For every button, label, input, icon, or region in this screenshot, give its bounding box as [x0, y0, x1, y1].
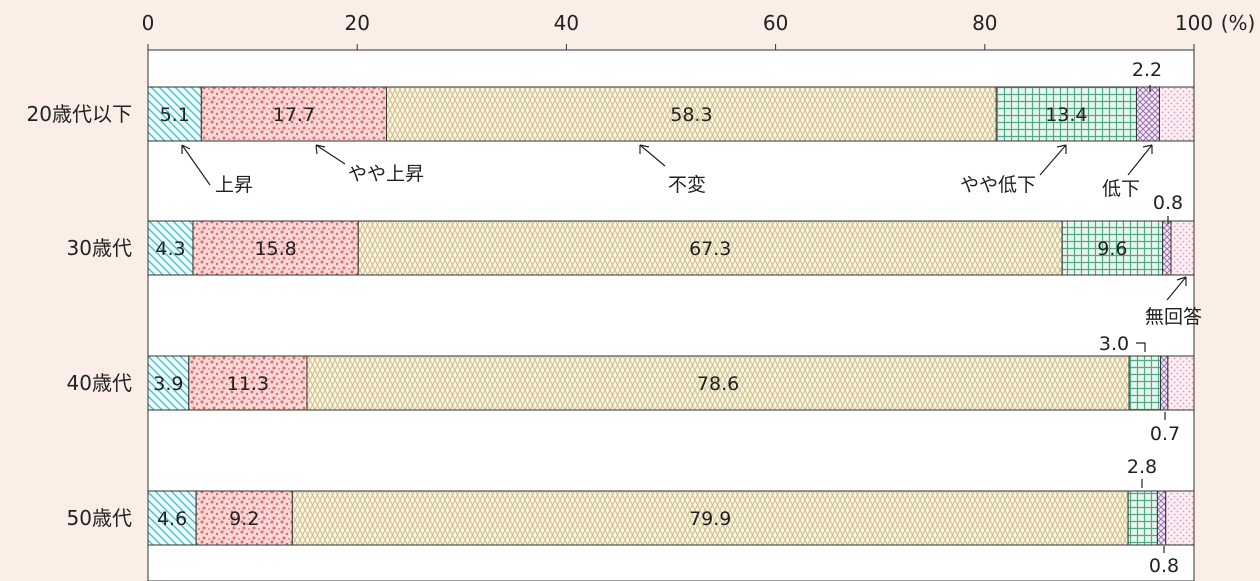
x-tick-label: 20: [344, 11, 369, 35]
bar-segment: [1167, 355, 1195, 411]
bar-segment: [1127, 490, 1158, 546]
bar-value-label: 79.9: [689, 508, 731, 530]
bar-segment: [147, 355, 190, 411]
bar-segment: [147, 220, 194, 276]
bar-segment: [1170, 220, 1195, 276]
x-tick-label: 80: [972, 11, 997, 35]
category-label: 50歳代: [67, 506, 132, 530]
bar-segment: [1128, 355, 1162, 411]
label-jousho: 上昇: [215, 174, 253, 196]
value-20-teika: 2.2: [1132, 59, 1162, 81]
bar-segment: [1162, 220, 1172, 276]
label-yaya-teika: やや低下: [960, 174, 1036, 196]
x-tick-label: 40: [554, 11, 579, 35]
bar-segment: [1165, 490, 1195, 546]
bar-segment: [306, 355, 1130, 411]
bar-value-label: 15.8: [254, 238, 296, 260]
value-50-teika: 0.8: [1149, 555, 1179, 577]
bar-value-label: 4.3: [155, 238, 185, 260]
bar-value-label: 11.3: [227, 373, 269, 395]
value-50-yaya-teika: 2.8: [1127, 456, 1157, 478]
bar-value-label: 9.2: [229, 508, 259, 530]
bar-segment: [1160, 355, 1169, 411]
bar-value-label: 13.4: [1045, 104, 1087, 126]
annotations: [181, 85, 1187, 553]
category-label: 20歳代以下: [27, 102, 132, 126]
bar-segment: [291, 490, 1129, 546]
x-tick-label: 60: [763, 11, 788, 35]
bar-segment: [357, 220, 1063, 276]
bar-value-label: 78.6: [697, 373, 739, 395]
bar-value-label: 4.6: [157, 508, 187, 530]
bar-segment: [1156, 490, 1167, 546]
label-mukaitou: 無回答: [1145, 306, 1202, 328]
bar-segment: [995, 86, 1137, 142]
bar-segment: [192, 220, 359, 276]
bar-value-label: 17.7: [273, 104, 315, 126]
bar-segment: [195, 490, 293, 546]
bar-segment: [1135, 86, 1160, 142]
label-fuhen: 不変: [668, 174, 706, 196]
category-label: 30歳代: [67, 236, 132, 260]
bar-value-label: 3.9: [153, 373, 183, 395]
label-teika: 低下: [1102, 178, 1140, 200]
category-label: 40歳代: [67, 371, 132, 395]
value-40-teika: 0.7: [1150, 423, 1180, 445]
bar-segment: [385, 86, 997, 142]
bars-group: 20歳代以下 5.1 17.7 58.3 13.4 30歳代 4.3 15.8 67.3 9.6 4…: [27, 86, 1195, 546]
value-40-yaya-teika: 3.0: [1099, 333, 1129, 355]
bar-segment: [1158, 86, 1195, 142]
bar-value-label: 5.1: [160, 104, 190, 126]
x-tick-label: 0: [142, 11, 155, 35]
bar-segment: [188, 355, 308, 411]
bar-value-label: 67.3: [689, 238, 731, 260]
annotation-labels: 上昇 やや上昇 不変 やや低下 低下 無回答 2.2 0.8 3.0 0.7 2…: [215, 59, 1202, 577]
x-tick-label: 100: [1175, 11, 1213, 35]
bar-segment: [200, 86, 387, 142]
x-axis-unit: (%): [1221, 11, 1256, 35]
x-axis: 0 20 40 60 80 100: [142, 11, 1213, 50]
label-yaya-jousho: やや上昇: [348, 163, 424, 185]
value-30-teika: 0.8: [1153, 192, 1183, 214]
bar-segment: [147, 490, 197, 546]
bar-segment: [1061, 220, 1164, 276]
bar-value-label: 9.6: [1097, 238, 1127, 260]
bar-value-label: 58.3: [670, 104, 712, 126]
